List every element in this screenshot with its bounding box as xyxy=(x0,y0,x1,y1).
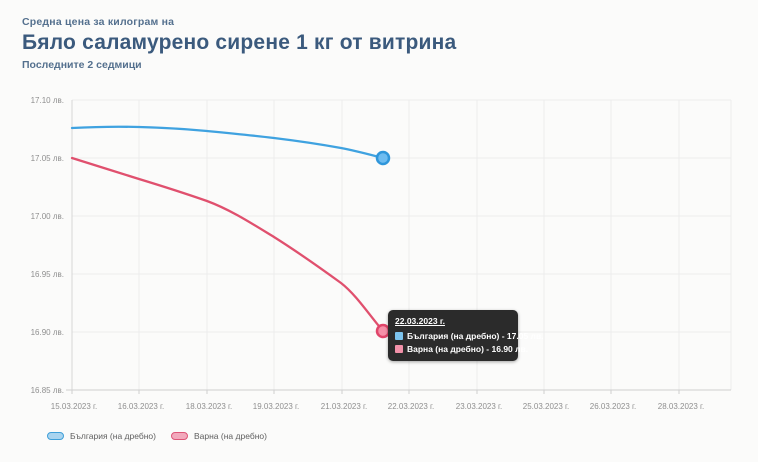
x-tick-label: 25.03.2023 г. xyxy=(523,402,569,411)
axes xyxy=(66,100,731,394)
chart-kicker: Средна цена за килограм на xyxy=(22,16,175,28)
marker-dot-bulgaria[interactable] xyxy=(375,150,391,166)
tooltip-row-text: Варна (на дребно) - 16.90 лв. xyxy=(407,343,529,354)
chart-legend: България (на дребно) Варна (на дребно) xyxy=(47,431,267,441)
x-axis-labels: 15.03.2023 г. 16.03.2023 г. 18.03.2023 г… xyxy=(51,402,704,411)
chart-svg: 17.10 лв. 17.05 лв. 17.00 лв. 16.95 лв. … xyxy=(31,96,732,411)
y-axis-labels: 17.10 лв. 17.05 лв. 17.00 лв. 16.95 лв. … xyxy=(31,96,64,395)
y-tick-label: 16.90 лв. xyxy=(31,328,64,337)
legend-label: България (на дребно) xyxy=(70,431,156,441)
chart-subtitle: Последните 2 седмици xyxy=(22,59,142,71)
legend-item-bulgaria[interactable]: България (на дребно) xyxy=(47,431,156,441)
y-tick-label: 17.10 лв. xyxy=(31,96,64,105)
chart-tooltip: 22.03.2023 г. България (на дребно) - 17.… xyxy=(388,310,544,361)
legend-label: Варна (на дребно) xyxy=(193,431,267,441)
price-line-chart: 17.10 лв. 17.05 лв. 17.00 лв. 16.95 лв. … xyxy=(0,88,758,428)
x-tick-label: 21.03.2023 г. xyxy=(321,402,367,411)
y-tick-label: 16.95 лв. xyxy=(31,270,64,279)
tooltip-row-text: България (на дребно) - 17.05 лв. xyxy=(407,331,544,342)
tooltip-row-bulgaria: България (на дребно) - 17.05 лв. xyxy=(395,330,544,342)
tooltip-date: 22.03.2023 г. xyxy=(395,316,445,326)
y-tick-label: 16.85 лв. xyxy=(31,386,64,395)
bulgaria-series-swatch-icon xyxy=(395,332,403,341)
x-tick-label: 23.03.2023 г. xyxy=(456,402,502,411)
x-tick-label: 16.03.2023 г. xyxy=(118,402,164,411)
tooltip-row-varna: Варна (на дребно) - 16.90 лв. xyxy=(395,343,528,355)
y-tick-label: 17.00 лв. xyxy=(31,212,64,221)
x-tick-label: 19.03.2023 г. xyxy=(253,402,299,411)
bulgaria-legend-swatch-icon xyxy=(47,432,64,440)
x-tick-label: 26.03.2023 г. xyxy=(590,402,636,411)
series-line-varna[interactable] xyxy=(70,156,385,333)
chart-header: Средна цена за килограм на Бяло саламуре… xyxy=(22,16,456,71)
series-line-bulgaria[interactable] xyxy=(70,125,385,160)
page-title: Бяло саламурено сирене 1 кг от витрина xyxy=(22,31,457,54)
x-tick-label: 28.03.2023 г. xyxy=(658,402,704,411)
x-tick-label: 15.03.2023 г. xyxy=(51,402,97,411)
legend-item-varna[interactable]: Варна (на дребно) xyxy=(170,431,267,441)
x-tick-label: 22.03.2023 г. xyxy=(388,402,434,411)
horizontal-gridlines xyxy=(72,99,731,333)
y-tick-label: 17.05 лв. xyxy=(31,154,64,163)
varna-series-swatch-icon xyxy=(395,344,403,353)
x-axis-ticks xyxy=(71,390,680,394)
varna-legend-swatch-icon xyxy=(170,432,188,440)
x-tick-label: 18.03.2023 г. xyxy=(186,402,232,411)
